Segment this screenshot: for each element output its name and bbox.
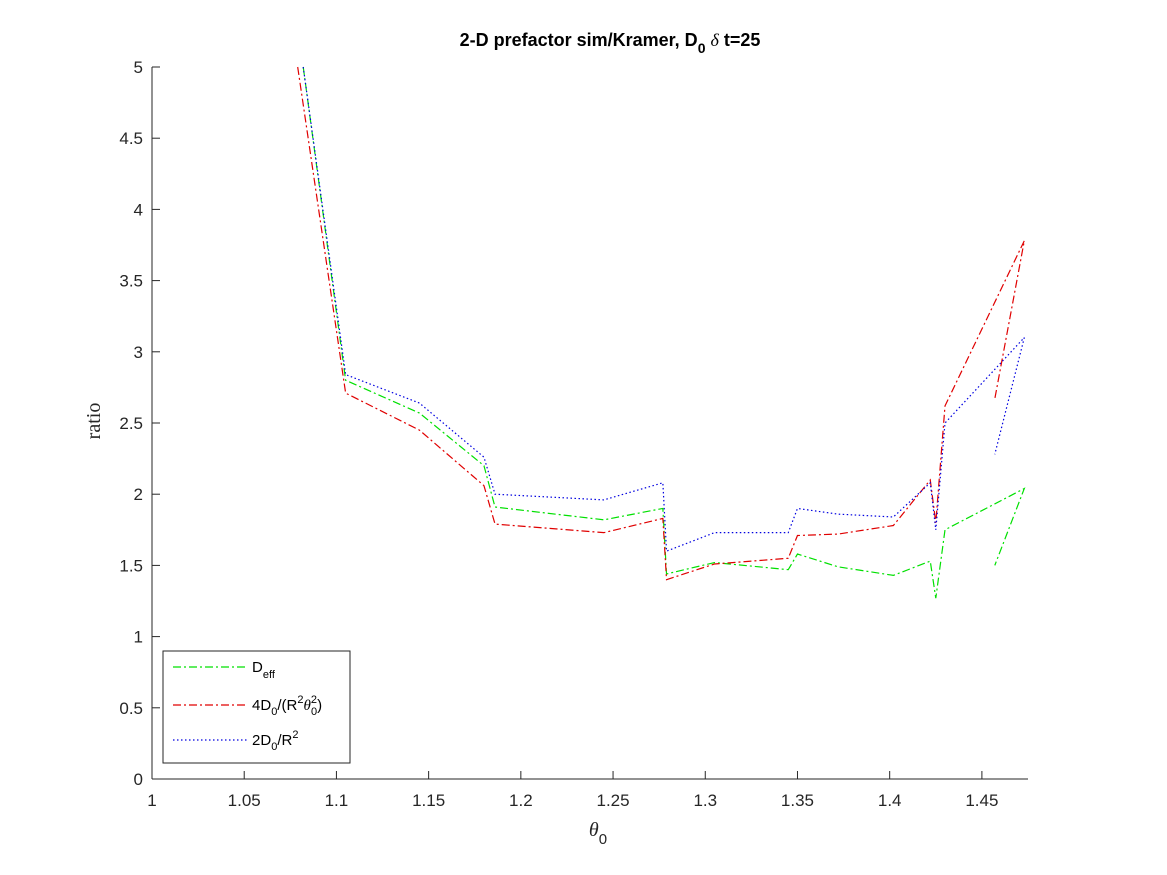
x-axis-label: θ0 xyxy=(589,819,607,848)
y-tick-label: 2.5 xyxy=(119,414,143,433)
x-tick-label: 1.25 xyxy=(597,791,630,810)
chart-title-subscript: 0 xyxy=(698,40,706,56)
y-tick-label: 3 xyxy=(134,343,143,362)
legend-box xyxy=(162,650,351,764)
chart-title-main: 2-D prefactor sim/Kramer, D xyxy=(460,30,698,50)
x-tick-label: 1.3 xyxy=(693,791,717,810)
y-tick-label: 0.5 xyxy=(119,699,143,718)
y-tick-label: 3.5 xyxy=(119,272,143,291)
legend-four-d0-part2: /(R xyxy=(277,697,297,714)
y-ticks: 0 0.5 1 1.5 2 2.5 3 3.5 4 4.5 5 xyxy=(119,58,160,789)
y-tick-label: 4.5 xyxy=(119,129,143,148)
legend-two-d0-part2: /R xyxy=(277,732,292,749)
x-tick-label: 1.05 xyxy=(228,791,261,810)
legend-four-d0-part3: ) xyxy=(317,697,322,714)
x-tick-label: 1.35 xyxy=(781,791,814,810)
x-axis-label-subscript: 0 xyxy=(599,831,607,848)
y-axis-label: ratio xyxy=(83,403,105,440)
legend-deff-sub: eff xyxy=(263,669,276,681)
legend-four-d0-sup2: 2 xyxy=(311,694,317,706)
series-layer xyxy=(297,66,1026,599)
series-line-four-d0 xyxy=(297,66,1025,581)
legend-four-d0-sup1: 2 xyxy=(297,694,303,706)
series-line-two-d0 xyxy=(302,66,1025,553)
legend-four-d0-part1: 4D xyxy=(252,697,271,714)
legend-label-two-d0: 2D0/R2 xyxy=(252,729,298,753)
legend-deff-main: D xyxy=(252,659,263,676)
x-tick-label: 1.2 xyxy=(509,791,533,810)
y-tick-label: 5 xyxy=(134,58,143,77)
series-line-deff xyxy=(302,66,1026,599)
legend-four-d0-sub1: 0 xyxy=(271,706,277,718)
legend-two-d0-sub1: 0 xyxy=(271,741,277,753)
chart-title-delta: δ xyxy=(711,30,720,50)
x-tick-label: 1.4 xyxy=(878,791,902,810)
y-tick-label: 2 xyxy=(134,485,143,504)
legend-four-d0-sub2: 0 xyxy=(311,706,317,718)
x-tick-label: 1.15 xyxy=(412,791,445,810)
x-tick-label: 1.1 xyxy=(325,791,349,810)
legend-two-d0-sup1: 2 xyxy=(292,729,298,741)
legend-four-d0-theta: θ xyxy=(303,698,311,714)
y-tick-label: 0 xyxy=(134,770,143,789)
legend-label-deff: Deff xyxy=(252,659,276,681)
y-tick-label: 1 xyxy=(134,628,143,647)
x-axis-label-symbol: θ xyxy=(589,819,599,841)
legend: Deff 4D0/(R2θ2 0) 2D0/R2 xyxy=(162,650,351,764)
x-ticks: 1 1.05 1.1 1.15 1.2 1.25 1.3 1.35 1.4 1.45 xyxy=(147,771,998,810)
x-tick-label: 1.45 xyxy=(965,791,998,810)
y-tick-label: 1.5 xyxy=(119,556,143,575)
chart-title-rest: t=25 xyxy=(719,30,761,50)
chart-title: 2-D prefactor sim/Kramer, D0 δ t=25 xyxy=(460,30,761,56)
legend-two-d0-part1: 2D xyxy=(252,732,271,749)
legend-label-four-d0: 4D0/(R2θ2 0) xyxy=(252,694,322,718)
x-tick-label: 1 xyxy=(147,791,156,810)
y-tick-label: 4 xyxy=(134,200,143,219)
